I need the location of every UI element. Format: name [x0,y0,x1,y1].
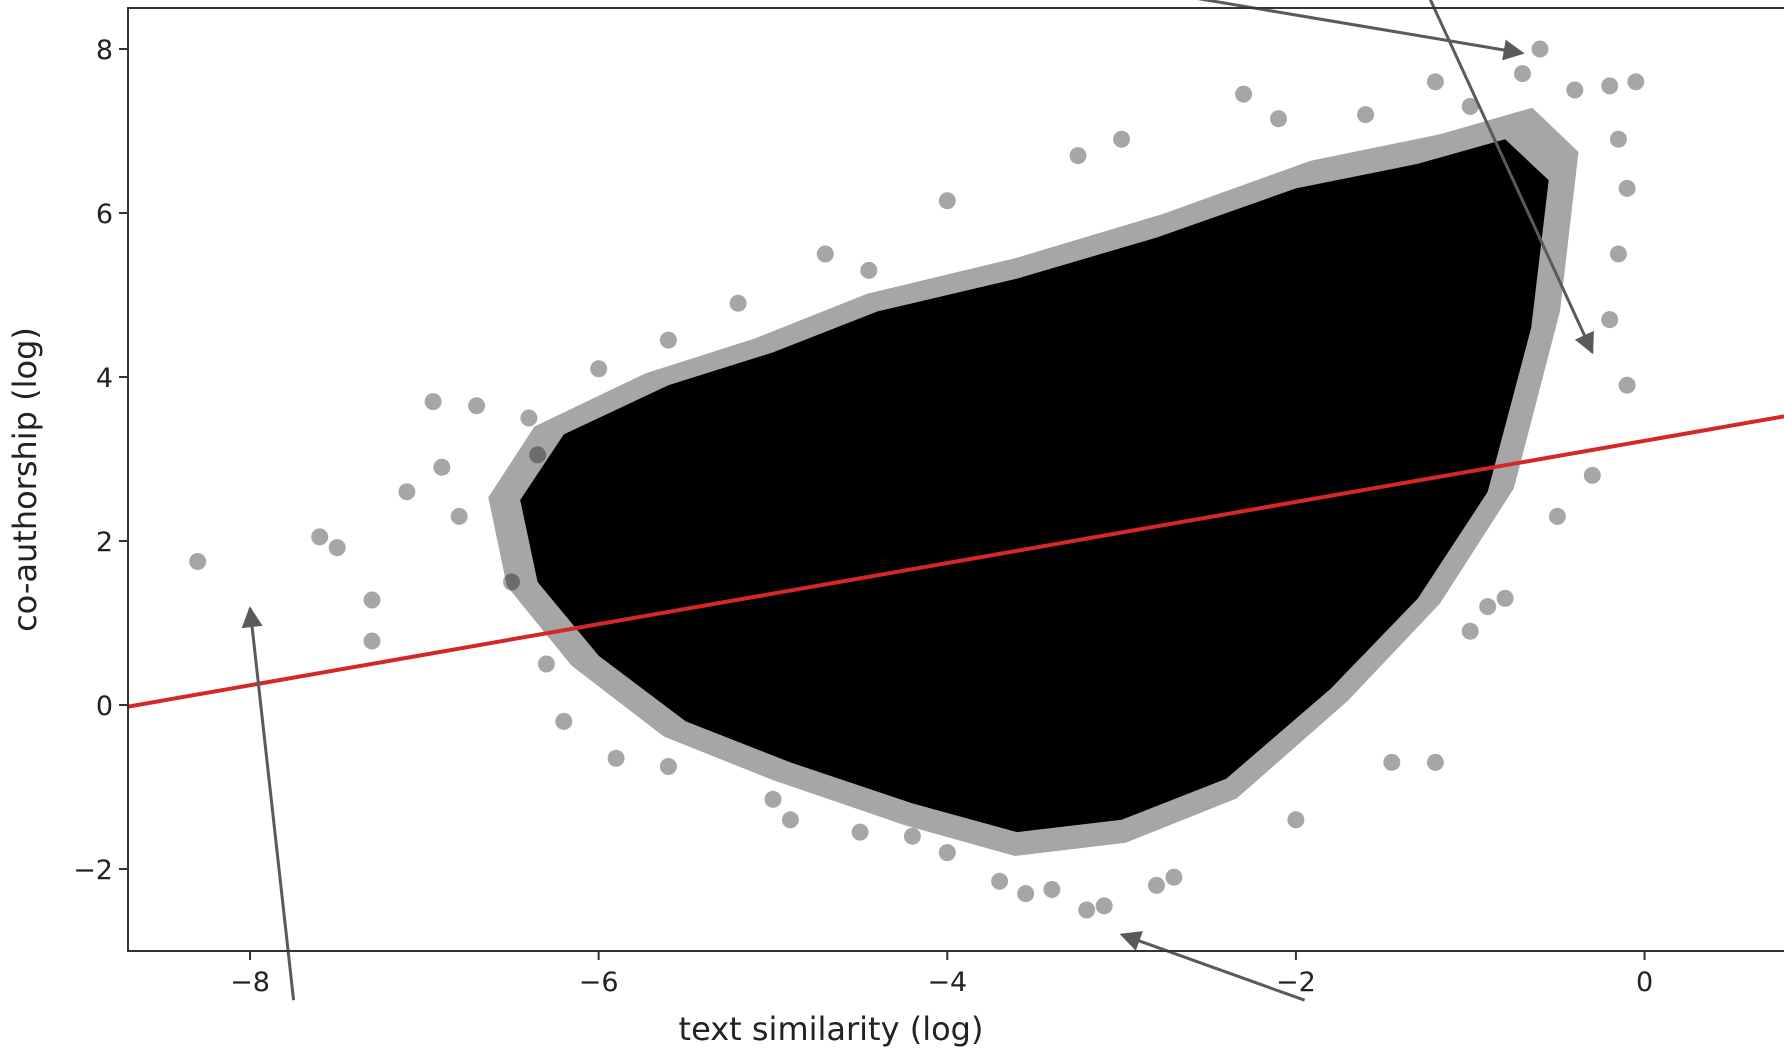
scatter-point [1496,589,1514,607]
scatter-point [1479,598,1497,616]
scatter-point [903,827,921,845]
scatter-point [450,507,468,525]
scatter-point [659,758,677,775]
scatter-point [520,409,538,427]
scatter-point [1270,110,1287,128]
y-tick-label: 8 [96,35,113,66]
scatter-point [311,528,329,546]
x-axis-ticks: −8 −6 −4 −2 0 [230,951,1653,998]
scatter-point [1383,753,1401,771]
regression-line [128,414,1784,709]
scatter-point [1461,622,1479,640]
scatter-point [1461,97,1479,115]
scatter-point [398,483,416,501]
fit-line-layer [128,414,1784,709]
scatter-point [729,294,747,312]
scatter-point [851,823,869,841]
scatter-point [503,573,520,591]
scatter-point [816,245,834,263]
scatter-point [1043,881,1061,898]
y-tick-label: −2 [73,855,113,886]
scatter-point [938,844,956,862]
scatter-point [1148,876,1165,894]
annotation-arrow [241,606,296,1001]
scatter-point [1287,811,1305,829]
x-tick-label: −4 [927,967,967,998]
scatter-point [1627,73,1645,91]
annotation-arrows [241,0,1594,1002]
annotation-arrow [1428,0,1594,355]
scatter-point [1514,65,1531,83]
scatter-point [1601,311,1619,329]
scatter-point [781,811,799,829]
scatter-point [189,553,207,570]
scatter-point [537,655,555,673]
scatter-point [529,446,547,464]
scatter-point [1078,901,1096,919]
dense-cloud-core [520,139,1549,833]
scatter-point [1548,507,1566,525]
scatter-point [991,872,1009,890]
dense-cloud-halo [488,107,1579,856]
scatter-point [433,458,451,476]
scatter-point [1069,147,1087,165]
scatter-point [1601,77,1619,95]
scatter-point [1165,868,1183,886]
scatter-point [860,261,878,279]
scatter-point [363,591,381,609]
scatter-point [328,539,346,557]
x-tick-label: −8 [230,967,270,998]
annotation-arrow [1197,0,1525,61]
scatter-point [590,360,608,378]
dense-point-cloud [488,107,1579,856]
scatter-point [1095,897,1113,915]
scatter-point [468,397,486,415]
y-tick-label: 2 [96,527,113,558]
annotation-arrow [1119,931,1306,1002]
scatter-point [1618,376,1636,394]
scatter-point [1566,81,1584,99]
scatter-point [1357,106,1375,124]
y-axis-label: co-authorship (log) [6,327,44,632]
scatter-point [1618,179,1636,197]
y-axis-ticks: −2 0 2 4 6 8 [73,35,128,886]
scatter-point [1531,40,1549,58]
scatter-points [189,40,1645,919]
scatter-point [1426,753,1444,771]
y-tick-label: 0 [96,691,113,722]
scatter-point [1235,85,1253,103]
x-tick-label: 0 [1636,967,1653,998]
scatter-point [659,331,677,349]
scatter-point [764,790,782,808]
x-axis-label: text similarity (log) [679,1010,984,1048]
scatter-point [1017,885,1035,903]
scatter-point [1426,73,1444,91]
y-tick-label: 4 [96,363,113,394]
scatter-point [1609,245,1627,263]
x-tick-label: −2 [1276,967,1316,998]
scatter-point [424,393,442,411]
scatter-point [607,749,625,767]
plot-frame [127,7,1784,952]
y-tick-label: 6 [96,199,113,230]
scatter-point [555,712,573,730]
x-tick-label: −6 [579,967,619,998]
scatter-point [938,192,956,210]
scatter-point [1113,130,1131,148]
scatter-point [1583,466,1601,484]
scatter-point [363,632,381,650]
scatter-point [1609,130,1627,148]
